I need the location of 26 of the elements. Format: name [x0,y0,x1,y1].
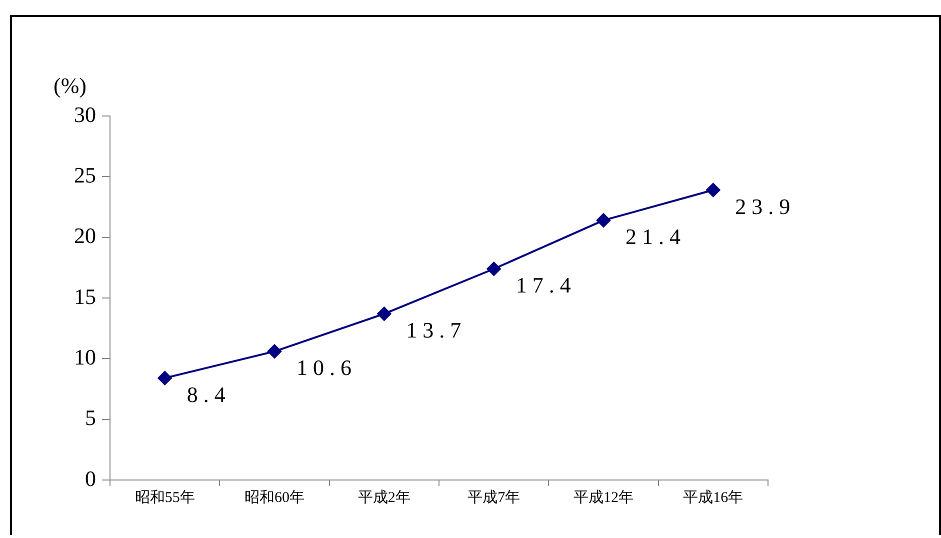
point [377,306,392,321]
point [706,183,720,198]
y-axis-title: (%) [54,72,86,98]
y-tick-label: 5 [85,405,96,430]
y-tick-label: 10 [74,344,96,370]
point [596,213,610,228]
x-tick-label: 平成7年 [468,488,520,506]
data-label: 1 0 . 6 [296,355,352,380]
data-label: 1 3 . 7 [406,318,462,343]
x-tick-label: 昭和60年 [244,488,304,506]
data-label: 2 3 . 9 [735,194,790,219]
y-tick-label: 0 [85,466,96,491]
point [268,344,282,358]
y-tick-label: 25 [74,162,96,188]
y-tick-label: 15 [74,284,96,309]
x-tick-label: 平成16年 [683,488,744,506]
data-label: 2 1 . 4 [626,224,680,250]
y-tick-label: 20 [74,223,96,248]
point [486,262,501,276]
y-tick-label: 30 [74,102,96,127]
x-tick-label: 平成12年 [574,488,634,506]
x-tick-label: 昭和55年 [134,488,195,506]
point [158,371,172,386]
x-tick-label: 平成2年 [358,488,410,506]
data-label: 8 . 4 [186,382,226,407]
data-label: 1 7 . 4 [516,272,571,298]
